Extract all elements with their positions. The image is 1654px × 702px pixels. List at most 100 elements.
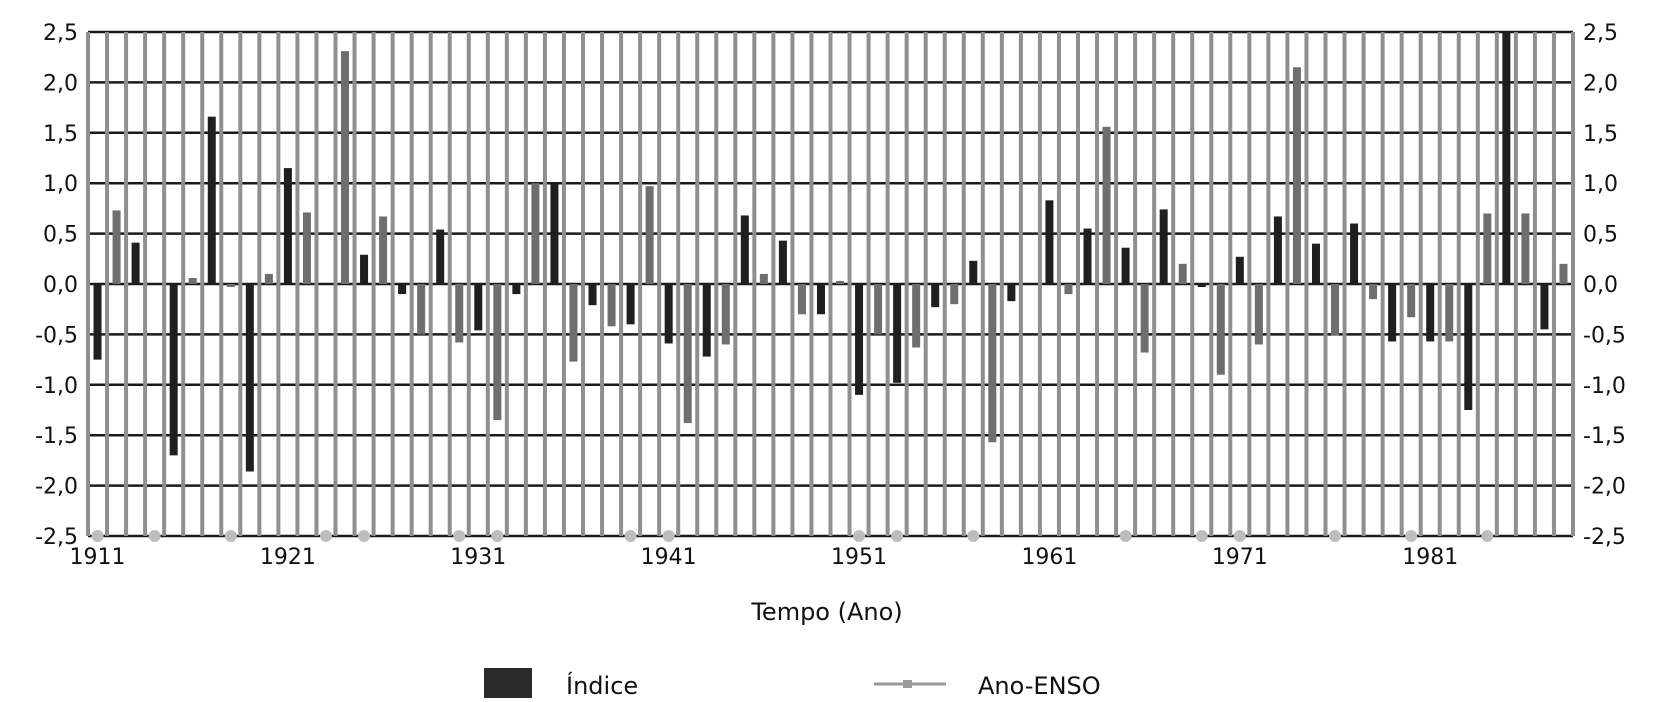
y-tick-label-left: -2,5	[35, 525, 78, 550]
bar-indice	[836, 280, 845, 284]
enso-marker	[91, 530, 104, 542]
bar-indice	[1559, 263, 1568, 284]
enso-marker	[967, 530, 980, 542]
enso-marker	[1233, 530, 1246, 542]
bar-indice	[702, 284, 711, 357]
x-tick-label: 1971	[1212, 545, 1268, 570]
x-tick-label: 1921	[260, 545, 316, 570]
bar-indice	[1083, 228, 1092, 284]
y-tick-label-right: -1,5	[1583, 424, 1626, 449]
bar-indice	[188, 277, 197, 284]
y-tick-label-right: 2,5	[1583, 21, 1618, 46]
bar-indice	[169, 284, 178, 456]
bar-indice	[1216, 284, 1225, 375]
y-tick-label-left: 2,5	[43, 21, 78, 46]
bar-indice	[683, 284, 692, 424]
y-tick-label-left: 0,0	[43, 273, 78, 298]
y-tick-label-left: -1,0	[35, 374, 78, 399]
enso-marker	[853, 530, 866, 542]
enso-marker	[891, 530, 904, 542]
bar-indice	[1502, 32, 1511, 284]
enso-marker	[624, 530, 637, 542]
legend-label-enso: Ano-ENSO	[978, 672, 1101, 700]
bar-indice	[1311, 243, 1320, 284]
bar-indice	[379, 216, 388, 284]
bar-indice	[550, 183, 559, 284]
bar-indice	[341, 51, 350, 284]
y-tick-label-left: -1,5	[35, 424, 78, 449]
bar-indice	[1064, 284, 1073, 295]
bar-indice	[969, 260, 978, 284]
enso-marker	[148, 530, 161, 542]
bar-indice	[1254, 284, 1263, 345]
enso-marker	[1329, 530, 1342, 542]
bar-indice	[645, 186, 654, 284]
enso-marker	[319, 530, 332, 542]
bar-indice	[112, 210, 121, 284]
bar-indice	[569, 284, 578, 362]
bar-indice	[1464, 284, 1473, 410]
x-tick-label: 1961	[1021, 545, 1077, 570]
bar-indice	[759, 273, 768, 284]
bar-indice	[588, 284, 597, 306]
y-tick-label-right: 1,5	[1583, 122, 1618, 147]
bar-indice	[283, 168, 292, 284]
bar-indice	[607, 284, 616, 327]
bar-indice	[912, 284, 921, 348]
enso-marker	[1119, 530, 1132, 542]
bar-indice	[1426, 284, 1435, 342]
enso-marker	[662, 530, 675, 542]
bar-indice	[531, 183, 540, 284]
bar-indice	[740, 215, 749, 284]
enso-marker	[1195, 530, 1208, 542]
bar-indice	[797, 284, 806, 315]
bar-indice	[1007, 284, 1016, 302]
y-tick-label-left: 1,5	[43, 122, 78, 147]
grid-layer	[86, 30, 1575, 538]
bar-indice	[1292, 67, 1301, 284]
bar-indice	[360, 254, 369, 284]
enso-marker	[1405, 530, 1418, 542]
bar-indice	[950, 284, 959, 305]
bar-indice	[245, 284, 254, 472]
legend-label-indice: Índice	[566, 671, 638, 700]
x-tick-label: 1931	[450, 545, 506, 570]
bar-indice	[1521, 213, 1530, 284]
bar-indice	[436, 229, 445, 284]
bar-indice	[1273, 216, 1282, 284]
bar-indice	[207, 116, 216, 284]
labels-layer: 2,5 2,5 2,0 2,0 1,5 1,5 1,0 1,0 0,5 0,5 0,0 0,0 -0,5…	[35, 21, 1626, 570]
x-tick-label: 1941	[641, 545, 697, 570]
bar-indice	[398, 284, 407, 295]
bar-indice	[664, 284, 673, 344]
bar-indice	[1045, 200, 1054, 284]
y-tick-label-right: -2,0	[1583, 475, 1626, 500]
bars-layer	[93, 32, 1568, 472]
bar-indice	[874, 284, 883, 335]
bar-indice	[816, 284, 825, 315]
enso-marker	[453, 530, 466, 542]
enso-marker	[358, 530, 371, 542]
bar-indice	[1445, 284, 1454, 342]
y-tick-label-left: 2,0	[43, 71, 78, 96]
bar-indice	[721, 284, 730, 345]
bar-indice	[474, 284, 483, 331]
bar-indice	[778, 240, 787, 284]
bar-indice	[1331, 284, 1340, 336]
bar-indice	[1121, 247, 1130, 284]
x-tick-label: 1981	[1402, 545, 1458, 570]
bar-indice	[417, 284, 426, 335]
bar-indice	[1540, 284, 1549, 330]
bar-indice	[1407, 284, 1416, 318]
bar-indice	[1178, 263, 1187, 284]
bar-indice	[1140, 284, 1149, 353]
bar-indice	[893, 284, 902, 383]
bar-indice	[1369, 284, 1378, 300]
bar-indice	[131, 242, 140, 284]
bar-indice	[1102, 126, 1111, 284]
enso-layer	[91, 530, 1494, 542]
x-axis-title: Tempo (Ano)	[750, 598, 902, 626]
y-tick-label-right: -2,5	[1583, 525, 1626, 550]
y-tick-label-left: -2,0	[35, 475, 78, 500]
